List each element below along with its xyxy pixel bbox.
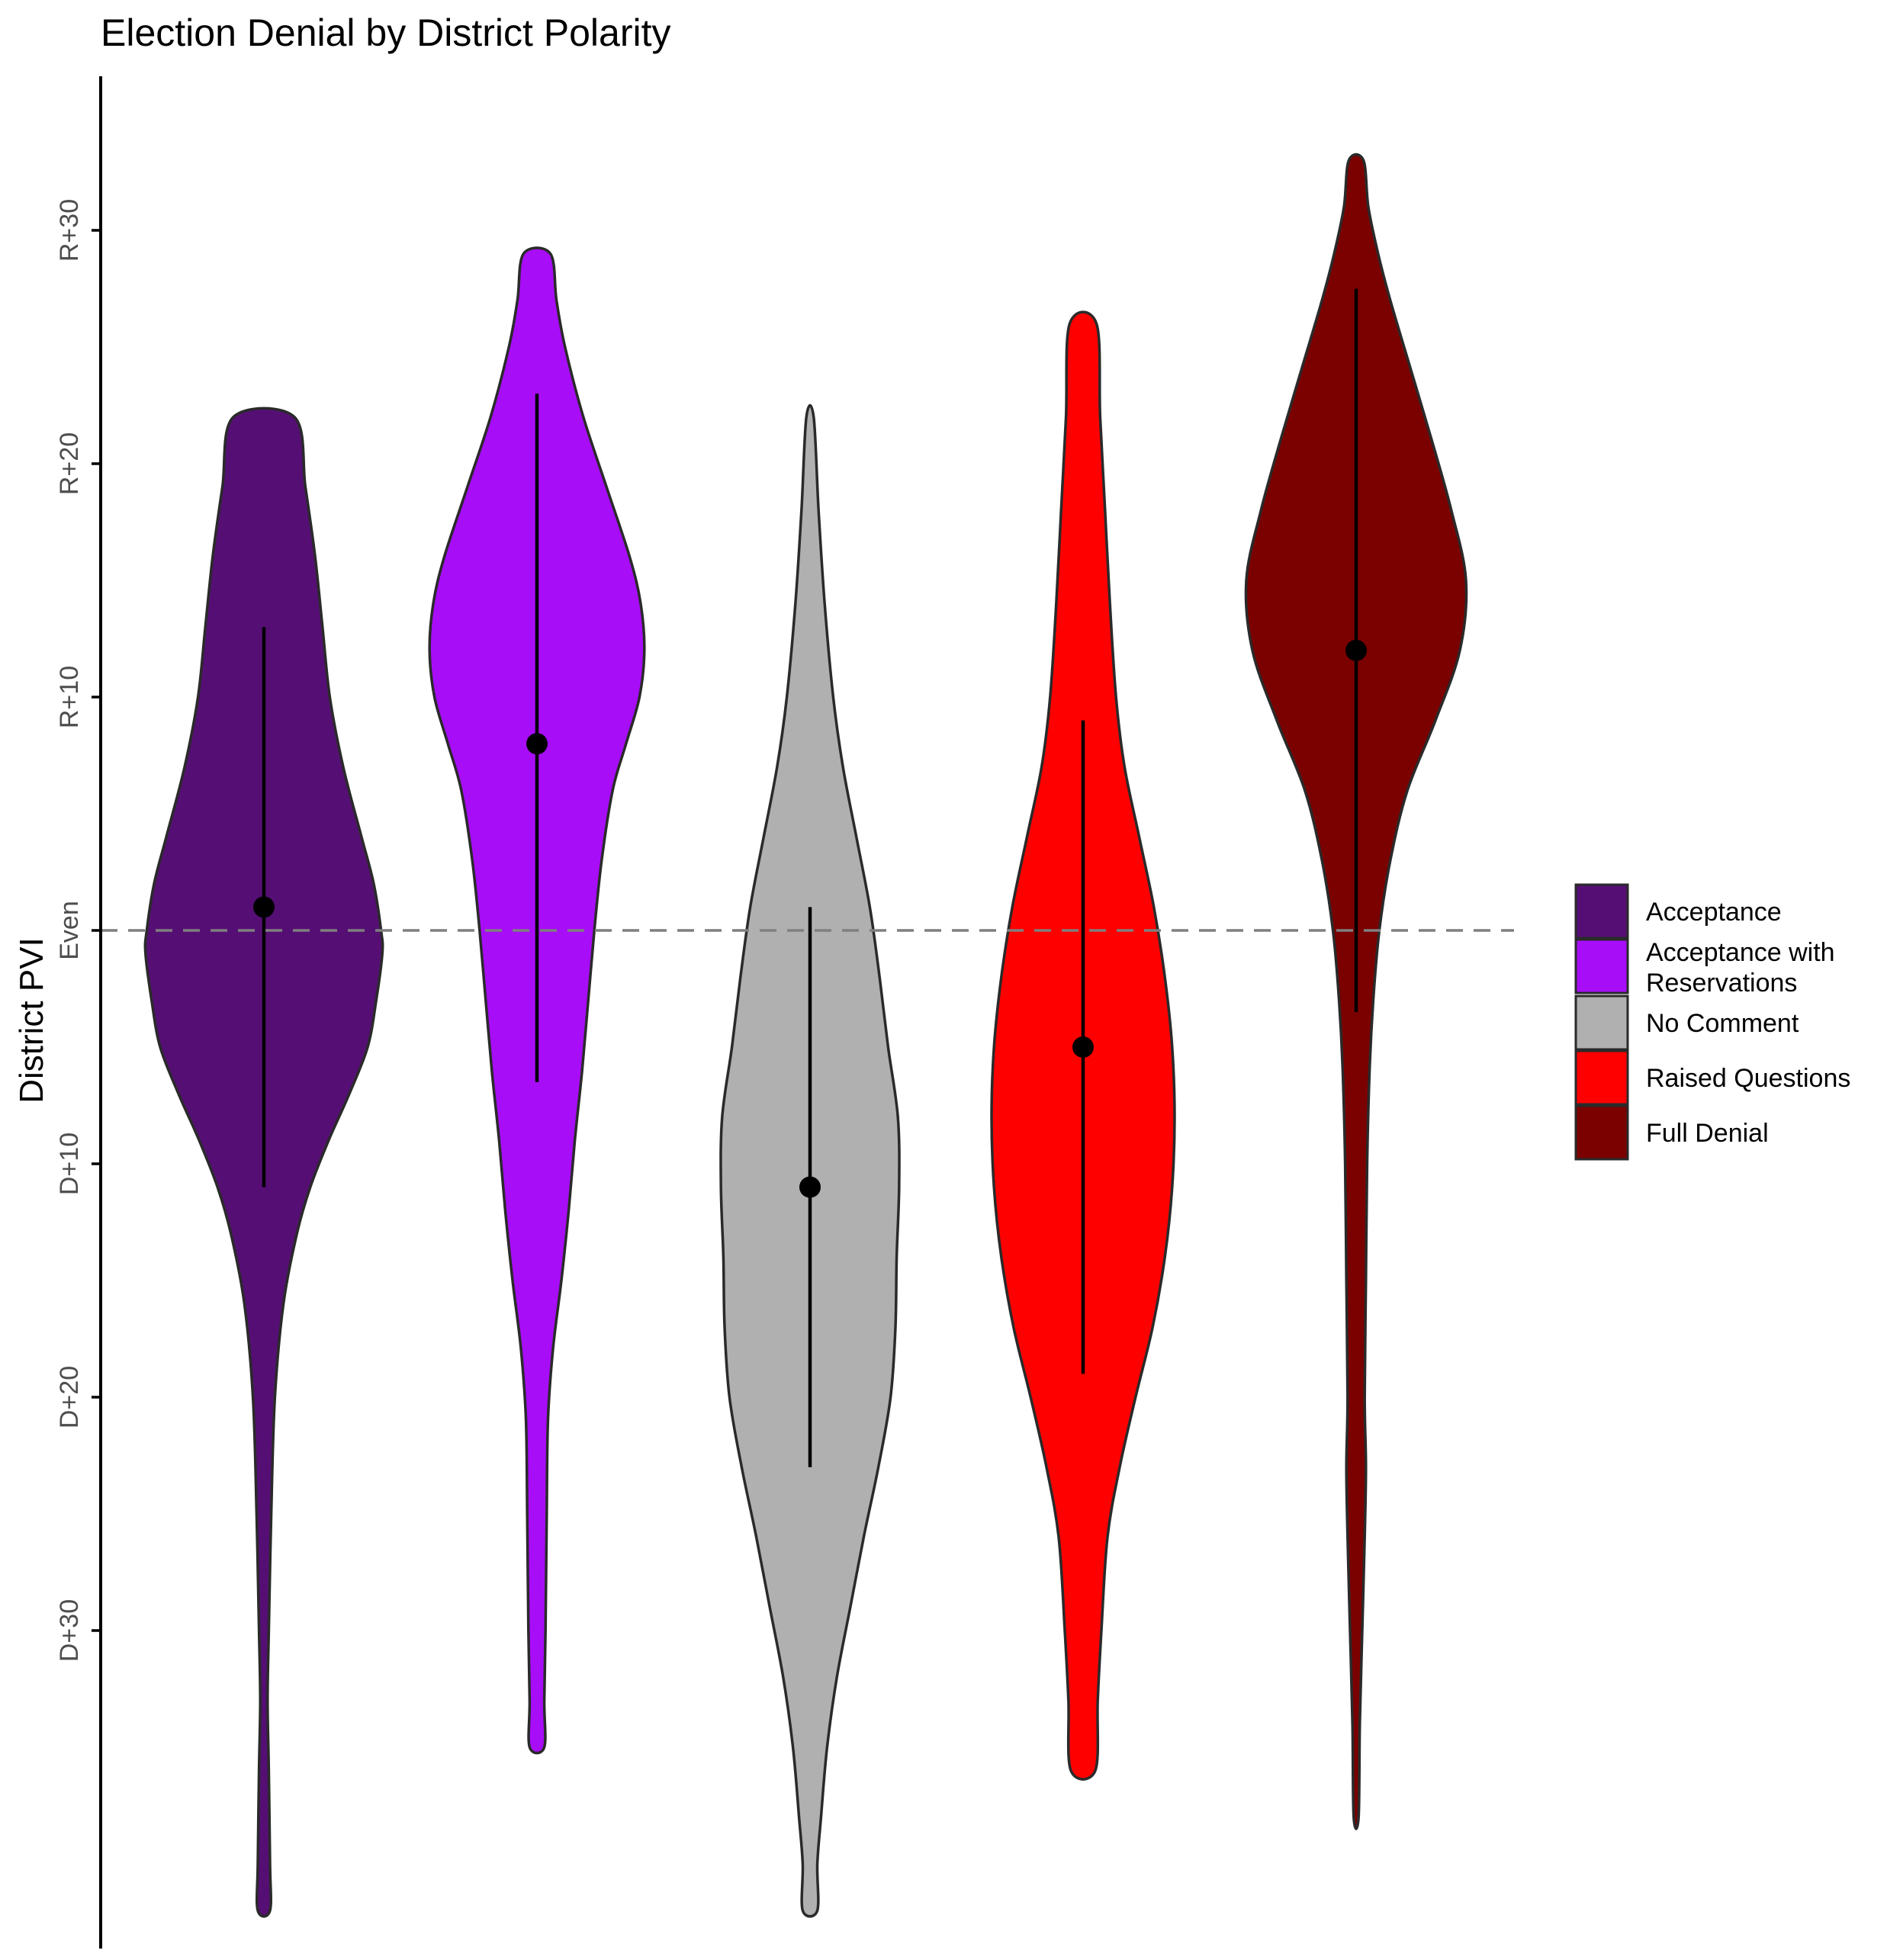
y-tick-label: R+30 [55,199,84,262]
median-point [799,1176,821,1198]
legend-swatch [1574,1104,1629,1161]
legend-label: Raised Questions [1646,1064,1850,1093]
legend-item: Acceptance [1574,883,1782,940]
y-tick-label: D+20 [55,1366,84,1428]
legend-swatch [1574,883,1629,940]
y-tick-label: D+30 [55,1599,84,1662]
violins-layer [143,153,1468,1918]
violin-group [428,246,646,1755]
legend-item: Full Denial [1574,1104,1769,1161]
legend-swatch [1574,1049,1629,1106]
legend-swatch [1574,938,1629,994]
legend-item: Acceptance with Reservations [1574,938,1835,998]
y-axis-label: District PVI [13,937,50,1104]
legend-label: Acceptance [1646,898,1782,927]
y-tick-label: R+10 [55,666,84,728]
legend-item: Raised Questions [1574,1049,1850,1106]
violin-group [719,403,901,1918]
median-point [253,896,275,918]
legend-label: No Comment [1646,1009,1799,1038]
y-tick-label: D+10 [55,1133,84,1195]
median-point [526,733,548,755]
legend-item: No Comment [1574,994,1799,1051]
violin-group [143,406,384,1918]
y-tick-label: Even [55,901,84,960]
median-point [1345,639,1367,661]
legend-label: Full Denial [1646,1119,1769,1148]
median-point [1072,1036,1094,1058]
y-axis: R+30 R+20 R+10 Even D+10 D+20 D+30 [55,76,102,1949]
violin-group [990,310,1176,1781]
legend-label: Acceptance with Reservations [1646,938,1835,998]
legend-swatch [1574,994,1629,1051]
chart-title: Election Denial by District Polarity [101,11,671,54]
violin-group [1244,153,1468,1830]
y-tick-label: R+20 [55,432,84,495]
legend: Acceptance Acceptance with Reservations No … [1574,883,1850,1161]
